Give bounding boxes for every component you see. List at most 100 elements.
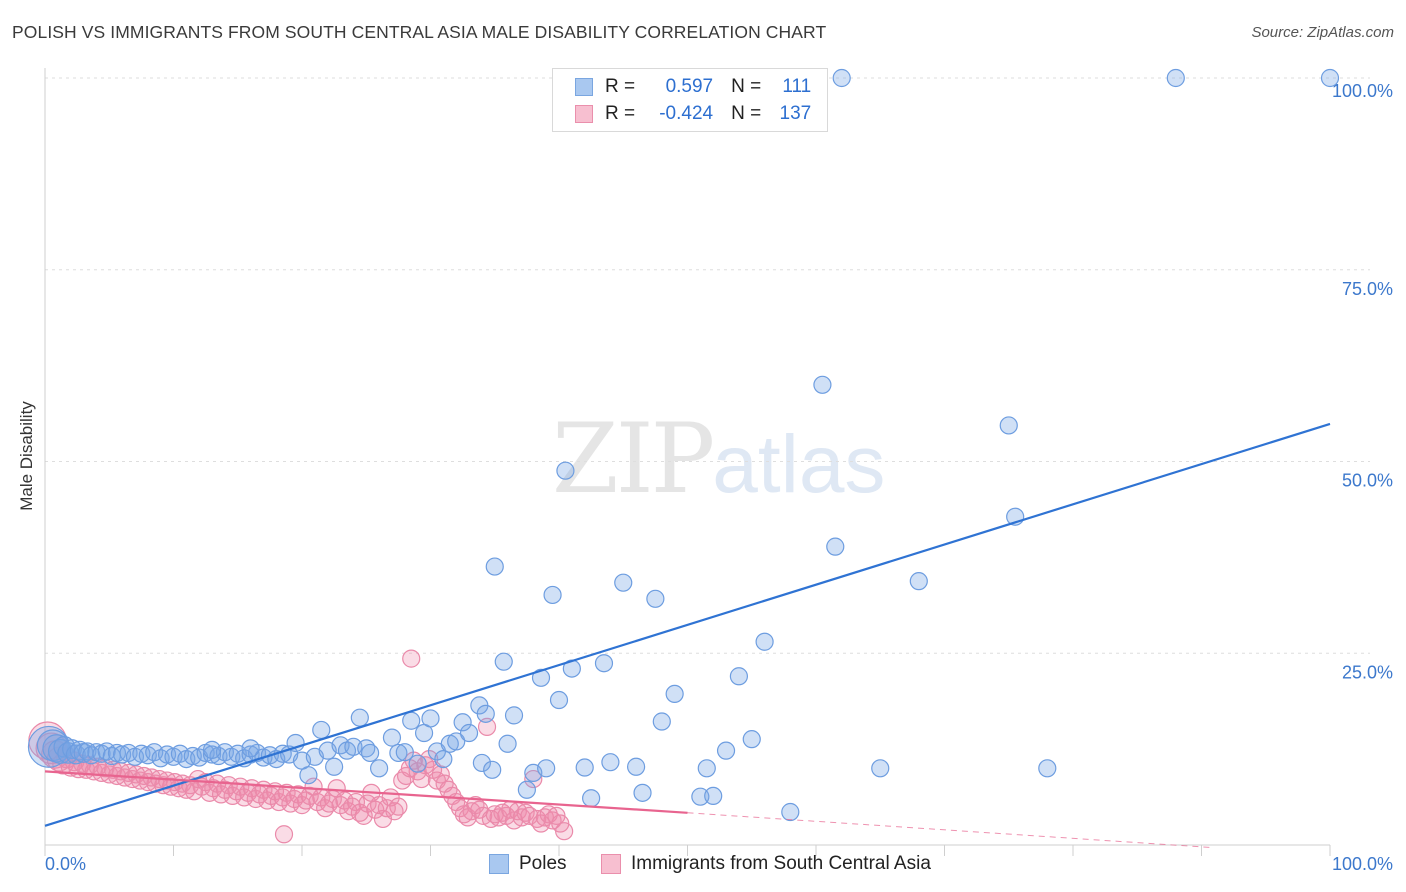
poles-point: [395, 743, 414, 762]
poles-point: [1166, 68, 1185, 88]
bottom-legend-swatch-poles: [489, 854, 509, 874]
poles-point: [832, 68, 851, 88]
poles-point: [241, 739, 260, 758]
immigrants-point: [477, 717, 497, 736]
poles-point: [350, 708, 369, 727]
legend-n-label: N =: [731, 76, 762, 97]
poles-point: [504, 706, 524, 725]
immigrants-point: [346, 792, 366, 812]
poles-point: [697, 759, 716, 778]
immigrants-trendline: [44, 770, 688, 814]
immigrants-trendline-extension: [687, 812, 1211, 848]
poles-point: [813, 375, 832, 394]
watermark: ZIPatlas: [552, 403, 885, 515]
poles-point: [361, 743, 380, 763]
immigrants-point: [274, 825, 294, 844]
y-tick-label: 100.0%: [1332, 81, 1393, 101]
poles-point: [370, 759, 389, 778]
y-tick-label: 25.0%: [1342, 662, 1393, 682]
legend-row-poles: R = 0.597 N = 111: [575, 75, 811, 99]
poles-point: [312, 720, 331, 740]
poles-point: [472, 753, 491, 773]
poles-point: [781, 802, 800, 822]
poles-trendline: [44, 422, 1331, 827]
poles-point: [626, 757, 646, 776]
y-tick-label: 50.0%: [1342, 471, 1393, 491]
x-tick-label-min: 0.0%: [45, 854, 86, 874]
poles-point: [909, 572, 928, 591]
poles-point: [65, 744, 86, 765]
poles-point: [325, 757, 344, 776]
poles-point: [582, 789, 601, 808]
bottom-legend-label-immigrants: Immigrants from South Central Asia: [631, 853, 931, 874]
legend-r-label: R =: [605, 103, 636, 124]
watermark-atlas: atlas: [712, 419, 886, 510]
poles-point: [494, 652, 513, 671]
legend-r-value: -0.424: [659, 103, 714, 124]
legend-r-label: R =: [605, 76, 636, 97]
immigrants-point: [420, 749, 439, 769]
poles-point: [447, 732, 466, 751]
poles-point: [537, 759, 556, 778]
poles-point: [691, 787, 710, 806]
poles-point: [556, 461, 575, 480]
legend-row-immigrants: R = -0.424 N = 137: [575, 102, 811, 126]
poles-point: [389, 743, 408, 763]
poles-point: [202, 740, 222, 759]
legend-swatch-poles: [575, 78, 593, 96]
legend-r-value: 0.597: [665, 76, 714, 97]
poles-point: [434, 749, 453, 769]
poles-point: [421, 709, 440, 728]
poles-point: [1320, 68, 1340, 88]
poles-point: [53, 736, 76, 758]
poles-point: [485, 557, 504, 576]
poles-point: [408, 754, 427, 773]
immigrants-point: [402, 649, 421, 668]
bottom-legend-swatch-immigrants: [601, 854, 621, 874]
poles-point: [646, 589, 665, 608]
bottom-legend-poles[interactable]: Poles: [489, 852, 567, 876]
poles-point: [483, 760, 502, 779]
bottom-legend-label-poles: Poles: [519, 853, 567, 874]
immigrants-point: [431, 765, 450, 784]
legend-n-value: 111: [782, 76, 812, 97]
immigrants-point: [555, 822, 574, 841]
x-tick-label-max: 100.0%: [1332, 854, 1393, 874]
immigrants-point: [389, 797, 408, 816]
poles-point: [601, 753, 620, 772]
poles-point: [871, 759, 890, 778]
bottom-legend-immigrants[interactable]: Immigrants from South Central Asia: [601, 852, 931, 876]
y-tick-label: 75.0%: [1342, 279, 1393, 299]
poles-point: [476, 704, 495, 723]
poles-point: [704, 786, 723, 806]
poles-point: [531, 668, 551, 687]
legend-n-label: N =: [731, 103, 762, 124]
immigrants-point: [524, 769, 543, 789]
correlation-legend: R = 0.597 N = 111 R = -0.424 N = 137: [552, 68, 828, 132]
poles-point: [498, 734, 517, 753]
poles-point: [729, 667, 749, 686]
poles-point: [594, 654, 614, 673]
poles-point: [549, 690, 569, 710]
poles-point: [459, 723, 479, 743]
poles-point: [402, 711, 421, 730]
poles-point: [575, 758, 594, 777]
legend-n-value: 137: [779, 103, 812, 124]
poles-point: [665, 684, 684, 704]
poles-point: [543, 585, 562, 605]
poles-point: [652, 712, 671, 731]
poles-point: [633, 783, 652, 802]
chart-title: POLISH VS IMMIGRANTS FROM SOUTH CENTRAL …: [12, 22, 827, 42]
watermark-zip: ZIP: [552, 403, 715, 515]
poles-point: [614, 573, 633, 592]
poles-point: [742, 730, 761, 749]
poles-point: [453, 713, 472, 732]
poles-point: [826, 537, 845, 556]
poles-point: [716, 741, 736, 760]
poles-point: [1038, 759, 1057, 778]
legend-swatch-immigrants: [575, 105, 593, 123]
poles-point: [517, 780, 536, 799]
poles-point: [299, 766, 318, 785]
poles-point: [755, 632, 774, 651]
